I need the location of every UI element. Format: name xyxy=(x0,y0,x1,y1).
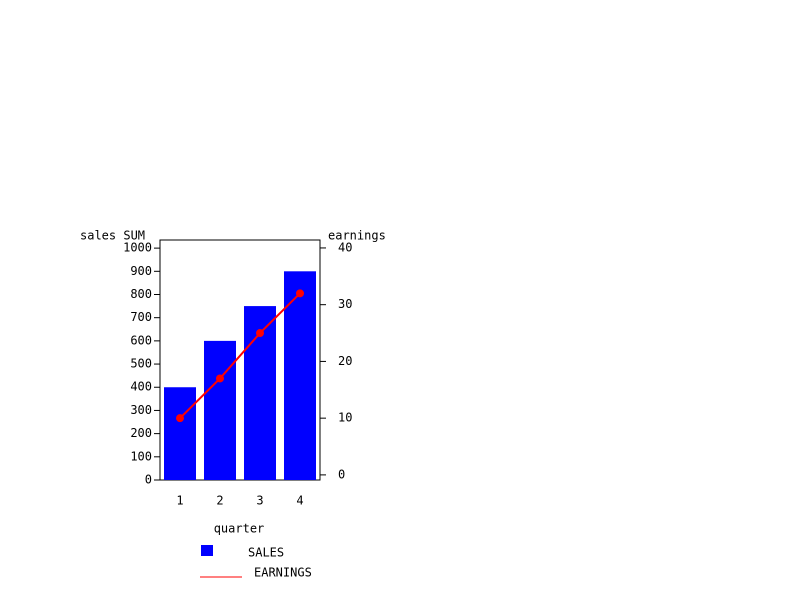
y2-tick-label: 20 xyxy=(338,354,352,368)
y-tick-label: 900 xyxy=(130,264,152,278)
y2-tick-label: 30 xyxy=(338,297,352,311)
bar xyxy=(284,271,316,480)
legend-label: SALES xyxy=(248,546,284,560)
x-tick-label: 1 xyxy=(176,494,183,508)
x-tick-label: 4 xyxy=(296,494,303,508)
y2-tick-label: 0 xyxy=(338,467,345,481)
point xyxy=(256,329,264,338)
bar xyxy=(164,387,196,480)
legend-swatch xyxy=(201,545,213,556)
y-tick-label: 800 xyxy=(130,287,152,301)
point xyxy=(176,414,184,423)
y-tick-label: 700 xyxy=(130,310,152,324)
y2-axis-title: earnings xyxy=(328,229,386,243)
point xyxy=(296,289,304,298)
x-axis-title: quarter xyxy=(214,522,265,536)
y-tick-label: 300 xyxy=(130,403,152,417)
plot-frame xyxy=(159,239,321,481)
y-tick-label: 500 xyxy=(130,357,152,371)
legend-label: EARNINGS xyxy=(254,566,312,580)
y-tick-label: 600 xyxy=(130,333,152,347)
y-tick-label: 100 xyxy=(130,449,152,463)
x-tick-label: 3 xyxy=(256,494,263,508)
x-tick-label: 2 xyxy=(216,494,223,508)
y2-tick-label: 10 xyxy=(338,411,352,425)
y-tick-label: 200 xyxy=(130,426,152,440)
line xyxy=(179,292,301,419)
y-tick-label: 1000 xyxy=(123,241,152,255)
y2-tick-label: 40 xyxy=(338,240,352,254)
point xyxy=(216,374,224,383)
bar xyxy=(204,340,236,480)
y-tick-label: 400 xyxy=(130,380,152,394)
y-tick-label: 0 xyxy=(145,473,152,487)
y-axis-title: sales SUM xyxy=(80,229,145,243)
